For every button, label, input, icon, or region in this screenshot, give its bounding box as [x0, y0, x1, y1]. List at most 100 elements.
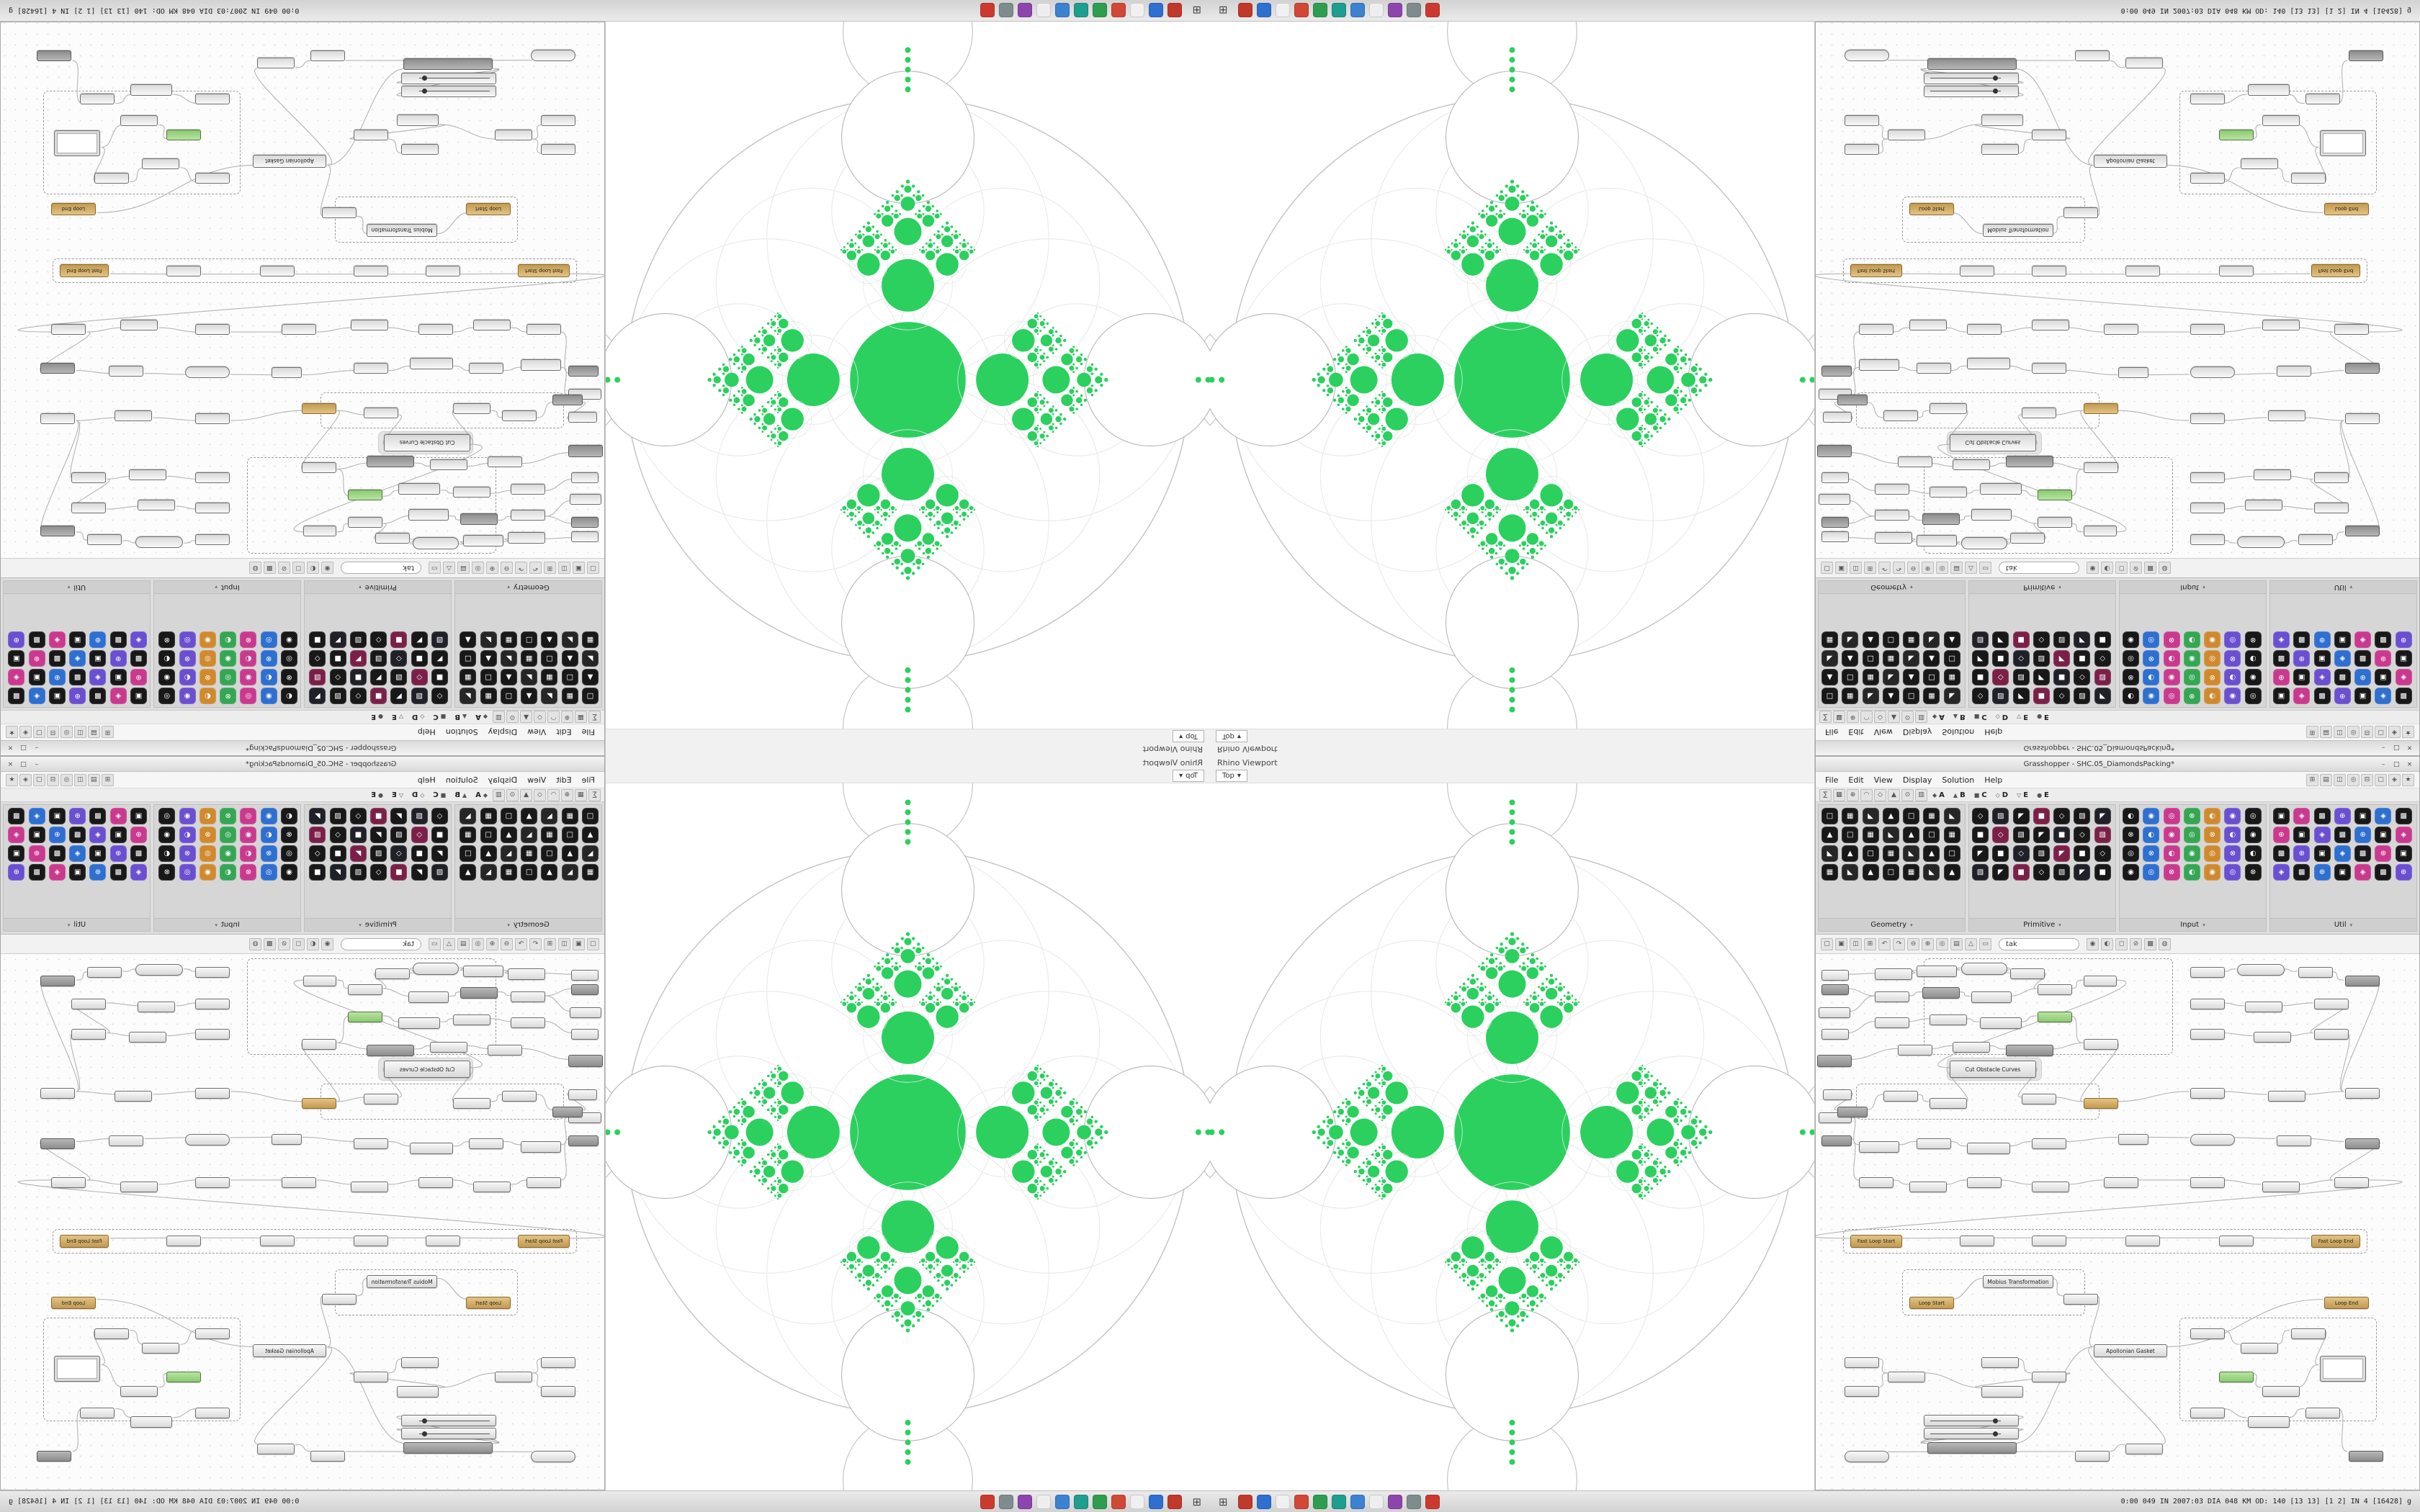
menubar-icon-4[interactable]: ⊟ — [47, 773, 59, 786]
param-icon[interactable]: ◐ — [2204, 688, 2221, 704]
param-icon[interactable]: □ — [1842, 827, 1859, 843]
param-icon[interactable]: ▣ — [28, 669, 45, 685]
gh-node[interactable] — [1981, 114, 2023, 126]
canvas-toolbar-icon-4[interactable]: ↶ — [529, 937, 542, 950]
param-icon[interactable]: □ — [521, 864, 538, 881]
param-icon[interactable]: ◣ — [1903, 845, 1920, 862]
param-icon[interactable]: ▲ — [561, 650, 578, 667]
param-icon[interactable]: ◇ — [2053, 808, 2071, 824]
param-icon[interactable]: ◉ — [2163, 827, 2180, 843]
gh-node[interactable] — [1875, 968, 1912, 980]
param-icon[interactable]: ▲ — [1903, 669, 1920, 685]
param-icon[interactable]: ◈ — [2293, 808, 2311, 824]
gh-node[interactable] — [453, 1098, 490, 1109]
param-icon[interactable]: ■ — [431, 827, 448, 843]
palette-panel-label[interactable]: Geometry ▾ — [1819, 918, 1965, 931]
gh-node[interactable] — [195, 999, 230, 1009]
gh-node[interactable] — [2345, 1088, 2380, 1099]
param-icon[interactable]: □ — [1862, 845, 1879, 862]
param-icon[interactable]: ⊕ — [2334, 688, 2351, 704]
viewport-tab-top[interactable]: Top ▾ — [1216, 770, 1247, 782]
param-icon[interactable]: ◎ — [281, 650, 297, 667]
gh-node[interactable] — [2032, 1236, 2066, 1246]
param-icon[interactable]: ◐ — [260, 669, 277, 685]
tabstrip-icon-6[interactable]: ⊙ — [1901, 788, 1914, 801]
gh-node[interactable] — [403, 58, 493, 70]
param-icon[interactable]: ▩ — [8, 688, 25, 704]
param-icon[interactable]: ◐ — [2143, 669, 2160, 685]
param-icon[interactable]: ▩ — [48, 650, 66, 667]
param-icon[interactable]: ◤ — [1992, 864, 2009, 881]
param-icon[interactable]: ⊗ — [2143, 650, 2160, 667]
menubar-icon-5[interactable]: ▢ — [33, 726, 45, 739]
canvas-toolbar-icon-0[interactable]: ▢ — [1821, 562, 1833, 575]
param-icon[interactable]: ⊗ — [2183, 688, 2200, 704]
param-icon[interactable]: ◇ — [2094, 650, 2111, 667]
gh-node[interactable] — [51, 1177, 86, 1188]
param-icon[interactable]: ▣ — [2273, 808, 2290, 824]
menubar-icon-1[interactable]: ▤ — [88, 773, 100, 786]
param-icon[interactable]: ⊕ — [2354, 827, 2372, 843]
param-icon[interactable]: ◎ — [158, 688, 176, 704]
param-icon[interactable]: ▦ — [460, 669, 477, 685]
param-icon[interactable]: ◈ — [8, 669, 25, 685]
gh-node[interactable] — [195, 1408, 230, 1418]
param-icon[interactable]: ▦ — [1903, 631, 1920, 648]
app-green-icon[interactable] — [1312, 1494, 1327, 1509]
param-icon[interactable]: ◈ — [2273, 864, 2290, 881]
param-icon[interactable]: ▲ — [1943, 631, 1960, 648]
gh-node[interactable] — [367, 456, 414, 467]
param-icon[interactable]: ▦ — [521, 650, 538, 667]
param-icon[interactable]: ◉ — [240, 827, 257, 843]
gh-node[interactable] — [1819, 1007, 1850, 1018]
component-tab-2[interactable]: ■ C — [429, 714, 450, 721]
gh-node[interactable] — [488, 456, 522, 467]
component-tab-3[interactable]: ◇ D — [1991, 791, 2012, 799]
app-teal-icon[interactable] — [1331, 3, 1346, 18]
gh-node-loop-end[interactable]: Loop End — [2324, 1297, 2369, 1309]
gh-node[interactable] — [1817, 1055, 1852, 1067]
gh-node[interactable] — [398, 483, 440, 495]
app-red-icon[interactable] — [1237, 1494, 1252, 1509]
gh-node[interactable] — [408, 509, 449, 521]
param-icon[interactable]: ▣ — [69, 631, 86, 648]
menubar-icon-5[interactable]: ▢ — [2375, 773, 2387, 786]
close-button[interactable]: × — [2406, 760, 2413, 768]
gh-node[interactable] — [2298, 967, 2333, 978]
param-icon[interactable]: ◎ — [240, 688, 257, 704]
minimize-button[interactable]: – — [35, 744, 39, 752]
param-icon[interactable]: ◤ — [370, 669, 387, 685]
param-icon[interactable]: ⊗ — [260, 650, 277, 667]
gh-node[interactable] — [1888, 1372, 1925, 1382]
component-tab-3[interactable]: ◇ D — [408, 791, 429, 799]
start-button[interactable]: ⊞ — [1219, 1495, 1228, 1508]
app-scarlet-icon[interactable] — [1425, 3, 1440, 18]
tabstrip-icon-6[interactable]: ⊙ — [506, 788, 519, 801]
param-icon[interactable]: ⊕ — [2395, 631, 2412, 648]
param-icon[interactable]: ◎ — [179, 631, 196, 648]
gh-node-loop-start[interactable]: Loop Start — [1909, 203, 1954, 215]
param-icon[interactable]: ▲ — [1903, 827, 1920, 843]
gh-node[interactable] — [1845, 1357, 1879, 1368]
param-icon[interactable]: ▣ — [2334, 631, 2351, 648]
gh-node[interactable] — [1875, 991, 1909, 1002]
param-icon[interactable]: ◇ — [2012, 845, 2030, 862]
param-icon[interactable]: ▦ — [1943, 669, 1960, 685]
param-icon[interactable]: ◎ — [2244, 808, 2262, 824]
param-icon[interactable]: ▩ — [2313, 808, 2331, 824]
gh-node[interactable] — [511, 1017, 545, 1028]
param-icon[interactable]: ▩ — [2273, 650, 2290, 667]
canvas-toolbar-icon-8[interactable]: ◎ — [472, 562, 484, 575]
menubar-icon-7[interactable]: ★ — [2402, 773, 2414, 786]
app-blue-icon[interactable] — [1256, 1494, 1271, 1509]
gh-node[interactable] — [1917, 363, 1951, 374]
palette-panel-label[interactable]: Input ▾ — [2120, 581, 2266, 594]
menu-file[interactable]: File — [581, 727, 595, 737]
tabstrip-icon-6[interactable]: ⊙ — [1901, 711, 1914, 724]
param-icon[interactable]: ▲ — [582, 669, 599, 685]
param-icon[interactable]: ◉ — [158, 669, 176, 685]
param-icon[interactable]: ◐ — [199, 688, 216, 704]
param-icon[interactable]: ◎ — [2204, 650, 2221, 667]
gh-node[interactable] — [1837, 395, 1868, 405]
param-icon[interactable]: ◤ — [349, 845, 367, 862]
